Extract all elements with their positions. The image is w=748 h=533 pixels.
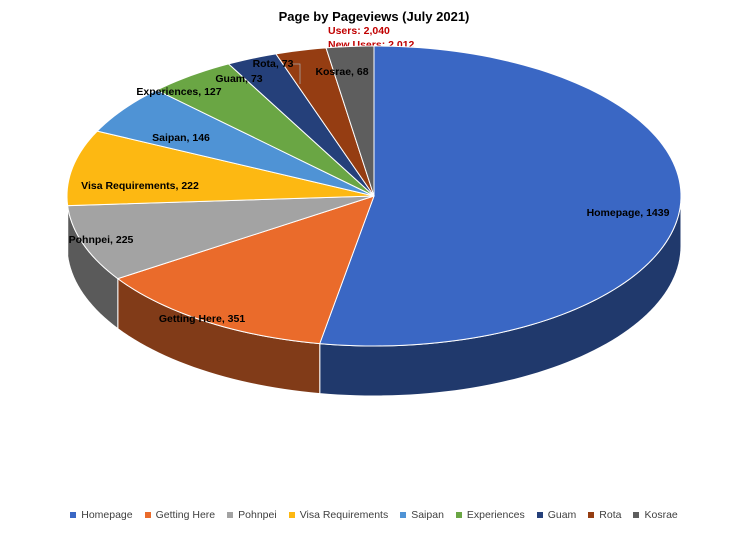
legend-swatch xyxy=(455,512,462,518)
data-label-saipan: Saipan, 146 xyxy=(152,132,210,144)
legend-swatch xyxy=(227,512,234,518)
legend-label: Saipan xyxy=(411,509,444,521)
legend-swatch xyxy=(70,512,77,518)
legend-label: Homepage xyxy=(81,509,133,521)
legend-item-guam: Guam xyxy=(536,509,577,521)
users-annotation: Users: 2,040 xyxy=(328,25,390,37)
legend-label: Kosrae xyxy=(644,509,678,521)
data-label-homepage: Homepage, 1439 xyxy=(587,207,670,219)
pie-slice-kosrae xyxy=(325,45,375,197)
rota-leader-line xyxy=(293,63,301,84)
pie-slice-pohnpei xyxy=(67,195,375,280)
pie-slice-rota xyxy=(275,47,375,197)
legend-label: Visa Requirements xyxy=(299,509,389,521)
data-label-getting-here: Getting Here, 351 xyxy=(159,313,246,325)
legend-item-experiences: Experiences xyxy=(455,509,525,521)
legend-swatch xyxy=(536,512,543,518)
legend-item-saipan: Saipan xyxy=(400,509,444,521)
data-label-kosrae: Kosrae, 68 xyxy=(315,66,368,78)
legend-label: Experiences xyxy=(466,509,525,521)
legend-item-getting-here: Getting Here xyxy=(144,509,216,521)
pie-slice-saipan xyxy=(96,89,375,197)
pie-slice-guam xyxy=(227,53,375,197)
data-label-rota: Rota, 73 xyxy=(253,58,294,70)
pie-slice-homepage xyxy=(319,45,682,347)
pie-slice-getting-here xyxy=(116,195,375,345)
legend-swatch xyxy=(288,512,295,518)
legend-item-pohnpei: Pohnpei xyxy=(227,509,277,521)
legend-label: Guam xyxy=(547,509,577,521)
data-label-guam: Guam, 73 xyxy=(215,73,262,85)
data-label-experiences: Experiences, 127 xyxy=(136,86,221,98)
pie-slice-visa-requirements xyxy=(66,130,375,207)
legend-label: Rota xyxy=(599,509,622,521)
legend: Homepage Getting Here Pohnpei Visa Requirem… xyxy=(0,509,748,521)
legend-swatch xyxy=(633,512,640,518)
legend-item-homepage: Homepage xyxy=(70,509,133,521)
legend-item-kosrae: Kosrae xyxy=(633,509,678,521)
legend-label: Getting Here xyxy=(155,509,216,521)
legend-item-rota: Rota xyxy=(588,509,621,521)
legend-item-visa-requirements: Visa Requirements xyxy=(288,509,389,521)
chart-title: Page by Pageviews (July 2021) xyxy=(278,9,470,24)
data-label-visa-requirements: Visa Requirements, 222 xyxy=(81,180,199,192)
legend-swatch xyxy=(400,512,407,518)
legend-swatch xyxy=(588,512,595,518)
pie-slice-experiences xyxy=(155,63,375,197)
data-label-pohnpei: Pohnpei, 225 xyxy=(69,234,134,246)
legend-label: Pohnpei xyxy=(238,509,277,521)
legend-swatch xyxy=(144,512,151,518)
